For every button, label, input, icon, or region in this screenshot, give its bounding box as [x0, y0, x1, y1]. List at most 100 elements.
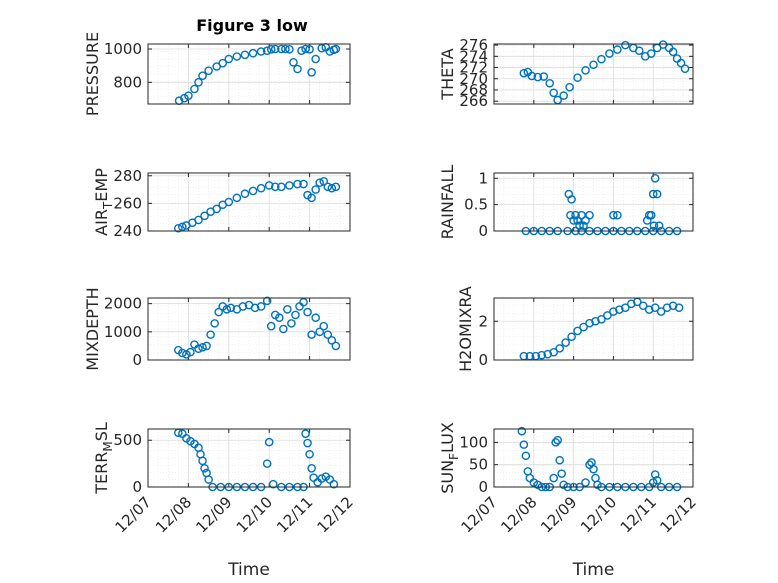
data-point [266, 45, 276, 54]
data-point [299, 297, 308, 307]
y-tick-label: 100 [459, 433, 488, 451]
data-point [551, 438, 560, 447]
data-point [311, 185, 320, 194]
data-point [654, 221, 664, 231]
data-point [603, 311, 612, 320]
data-point [240, 189, 250, 199]
data-point [283, 304, 292, 314]
data-point [557, 469, 566, 478]
data-point [539, 72, 549, 81]
y-axis-label: AIRTEMP [92, 168, 115, 236]
data-point [315, 327, 325, 337]
y-tick-label: 0 [478, 222, 488, 240]
data-point [210, 319, 219, 328]
data-point [597, 315, 606, 324]
data-point [579, 322, 588, 332]
y-tick-label: 1 [478, 169, 488, 187]
data-point [327, 335, 337, 345]
data-point [232, 193, 242, 203]
x-axis-label: Time [572, 560, 615, 580]
x-tick-label: 12/07 [112, 493, 155, 536]
data-point [573, 216, 582, 225]
y-axis-label: THETA [438, 48, 457, 100]
data-point [291, 310, 300, 320]
y-tick-label: 50 [469, 456, 488, 474]
data-point [569, 216, 578, 225]
data-point [317, 43, 327, 53]
y-axis-label: PRESSURE [83, 32, 102, 116]
data-point [303, 307, 312, 317]
data-point [311, 54, 320, 64]
data-point [649, 221, 659, 231]
y-tick-label: 1000 [104, 40, 142, 58]
data-point [656, 307, 666, 316]
data-point [573, 326, 582, 336]
data-point [591, 316, 600, 326]
data-point [248, 186, 258, 196]
data-point [194, 344, 203, 354]
data-point [293, 179, 302, 189]
y-tick-label: 0.5 [464, 196, 488, 214]
data-point [198, 71, 207, 80]
x-tick-label: 12/12 [314, 493, 357, 536]
data-point [627, 299, 636, 309]
y-tick-label: 500 [113, 431, 142, 449]
data-point [680, 64, 690, 73]
axes-frame [147, 43, 351, 105]
axes-frame [147, 428, 351, 488]
data-point [317, 474, 327, 483]
axes-frame [493, 297, 694, 361]
y-tick-label: 0 [132, 478, 142, 496]
x-tick-label: 12/12 [657, 493, 700, 536]
data-point [668, 301, 678, 311]
data-point [262, 46, 272, 55]
data-point [648, 189, 658, 199]
data-point [329, 479, 339, 489]
data-point [287, 319, 296, 328]
y-tick-label: 270 [459, 70, 488, 88]
x-tick-label: 12/08 [497, 493, 540, 536]
x-tick-label: 12/10 [233, 493, 276, 536]
y-tick-label: 0 [478, 478, 488, 496]
data-point [214, 307, 223, 317]
data-point [609, 210, 618, 220]
y-axis-label: MIXDEPTH [83, 287, 102, 370]
data-point [305, 45, 314, 54]
y-axis-label: H2OMIXRA [456, 286, 475, 372]
data-point [206, 330, 215, 339]
x-tick-label: 12/09 [537, 493, 580, 536]
data-point [585, 210, 594, 220]
data-point [609, 307, 618, 316]
data-point [565, 82, 574, 92]
data-point [315, 178, 325, 187]
data-point [303, 438, 312, 448]
data-point [644, 305, 654, 314]
data-point [543, 349, 553, 359]
data-point [289, 58, 298, 67]
data-point [519, 440, 529, 449]
axes-frame [493, 172, 694, 232]
subplot-rainfall: 0 0.5 1 RAINFALL [438, 165, 694, 240]
data-point [331, 182, 341, 192]
data-point [517, 426, 527, 436]
data-point [327, 183, 337, 193]
data-point [621, 40, 630, 50]
y-tick-label: 266 [459, 92, 488, 110]
data-point [634, 46, 644, 56]
data-point [204, 475, 213, 484]
y-tick-label: 0 [478, 351, 488, 369]
x-tick-label: 12/09 [192, 493, 235, 536]
data-point [262, 296, 272, 306]
data-point [297, 46, 306, 55]
data-point [652, 476, 662, 485]
y-tick-label: 2 [478, 312, 488, 330]
data-point [613, 45, 622, 54]
data-point [173, 223, 183, 233]
data-point [537, 350, 547, 360]
data-point [319, 176, 329, 186]
data-point [674, 303, 684, 312]
data-point [571, 210, 580, 220]
